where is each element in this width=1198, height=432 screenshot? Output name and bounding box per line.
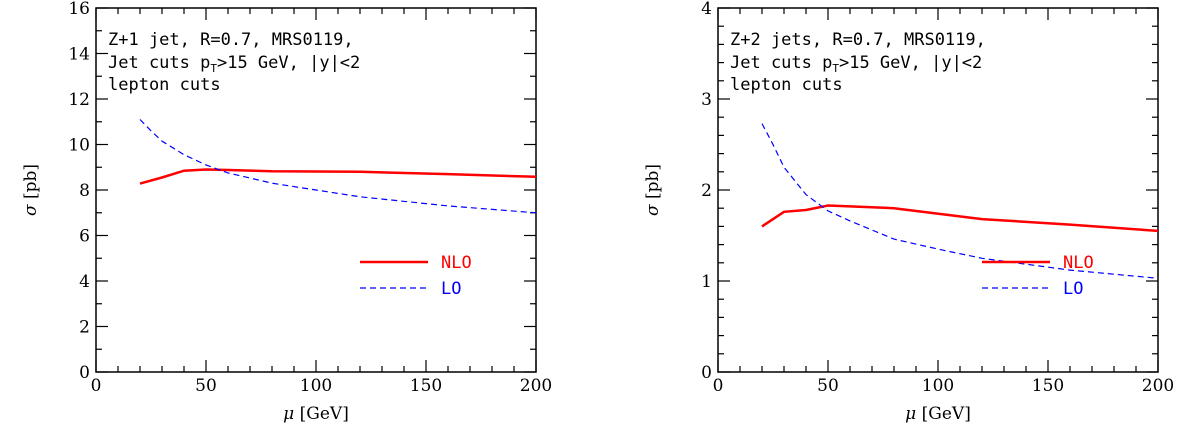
series-line-nlo [761,204,1159,233]
y-tick-label: 4 [701,0,712,19]
legend-label-nlo: NLO [1063,253,1094,273]
x-tick-label: 100 [300,376,332,396]
series-line-lo [761,123,1159,279]
annotation-line-2: Jet cuts pT>15 GeV, |y|<2 [108,53,360,75]
x-tick-label: 50 [195,376,217,396]
y-tick-label: 3 [701,90,712,110]
annotation-line-2: Jet cuts pT>15 GeV, |y|<2 [730,53,982,75]
y-tick-label: 16 [68,0,90,19]
annotation-line-1: Z+2 jets, R=0.7, MRS0119, [730,30,986,50]
y-tick-label: 1 [701,272,712,292]
annotation-line-1: Z+1 jet, R=0.7, MRS0119, [108,30,354,50]
y-tick-label: 0 [701,363,712,383]
x-tick-label: 150 [1032,376,1064,396]
x-tick-label: 200 [520,376,552,396]
y-tick-label: 10 [68,136,90,156]
left-chart-panel: 0 50 100 150 200 0 2 4 6 8 10 12 14 16 μ [GeV] σ [pb] Z+… [21,0,552,424]
x-tick-label: 0 [713,376,724,396]
right-chart-panel: 0 50 100 150 200 0 1 2 3 4 μ [GeV] σ [pb] Z+2 jets, … [643,0,1174,424]
y-tick-label: 6 [79,227,90,247]
y-tick-label: 2 [701,181,712,201]
x-tick-label: 150 [410,376,442,396]
x-axis-title: μ [GeV] [905,404,971,424]
y-tick-label: 12 [68,90,90,110]
x-tick-label: 200 [1142,376,1174,396]
legend-label-lo: LO [1063,279,1083,299]
x-tick-label: 100 [922,376,954,396]
y-tick-label: 2 [79,318,90,338]
y-tick-label: 14 [68,45,90,65]
legend-label-nlo: NLO [441,253,472,273]
y-tick-label: 0 [79,363,90,383]
y-tick-label: 4 [79,272,90,292]
y-tick-label: 8 [79,181,90,201]
annotation-line-3: lepton cuts [108,75,221,95]
x-tick-label: 0 [91,376,102,396]
x-tick-label: 50 [817,376,839,396]
y-axis-title: σ [pb] [643,164,663,216]
legend-label-lo: LO [441,279,461,299]
annotation-line-3: lepton cuts [730,75,843,95]
y-axis-title: σ [pb] [21,164,41,216]
x-axis-title: μ [GeV] [283,404,349,424]
series-line-lo [139,119,537,214]
series-line-nlo [139,168,537,185]
